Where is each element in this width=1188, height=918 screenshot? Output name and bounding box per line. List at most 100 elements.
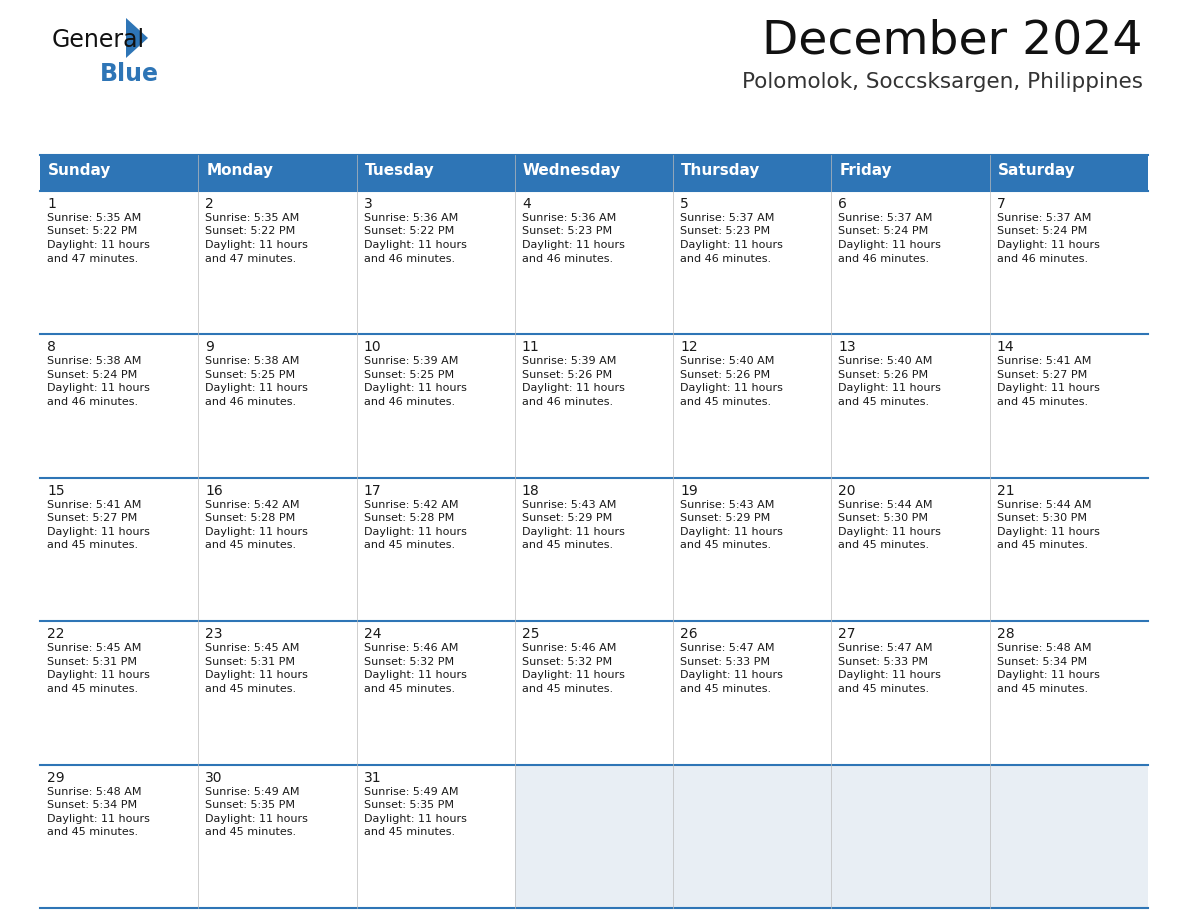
Bar — [198, 191, 356, 334]
Bar — [832, 621, 990, 765]
Text: and 45 minutes.: and 45 minutes. — [997, 397, 1088, 407]
Text: Daylight: 11 hours: Daylight: 11 hours — [839, 384, 941, 394]
Text: Daylight: 11 hours: Daylight: 11 hours — [522, 670, 625, 680]
Text: Daylight: 11 hours: Daylight: 11 hours — [364, 384, 467, 394]
Text: 7: 7 — [997, 197, 1005, 211]
Text: Sunrise: 5:41 AM: Sunrise: 5:41 AM — [48, 499, 141, 509]
Text: Sunrise: 5:37 AM: Sunrise: 5:37 AM — [839, 213, 933, 223]
Text: Sunrise: 5:39 AM: Sunrise: 5:39 AM — [364, 356, 457, 366]
Bar — [674, 621, 832, 765]
Text: Sunrise: 5:46 AM: Sunrise: 5:46 AM — [522, 644, 617, 654]
Text: and 45 minutes.: and 45 minutes. — [839, 397, 929, 407]
Text: and 45 minutes.: and 45 minutes. — [839, 541, 929, 550]
Text: Sunset: 5:34 PM: Sunset: 5:34 PM — [48, 800, 137, 810]
Text: Sunset: 5:31 PM: Sunset: 5:31 PM — [206, 656, 296, 666]
Bar — [356, 334, 514, 477]
Text: 10: 10 — [364, 341, 381, 354]
Text: Sunrise: 5:45 AM: Sunrise: 5:45 AM — [206, 644, 299, 654]
Text: Sunset: 5:30 PM: Sunset: 5:30 PM — [839, 513, 929, 523]
Text: and 47 minutes.: and 47 minutes. — [48, 253, 138, 263]
Text: Daylight: 11 hours: Daylight: 11 hours — [364, 527, 467, 537]
Text: 18: 18 — [522, 484, 539, 498]
Text: Sunset: 5:23 PM: Sunset: 5:23 PM — [681, 227, 770, 237]
Text: Sunrise: 5:40 AM: Sunrise: 5:40 AM — [839, 356, 933, 366]
Bar — [990, 621, 1148, 765]
Text: and 45 minutes.: and 45 minutes. — [997, 541, 1088, 550]
Text: Sunrise: 5:38 AM: Sunrise: 5:38 AM — [206, 356, 299, 366]
Text: Sunrise: 5:39 AM: Sunrise: 5:39 AM — [522, 356, 617, 366]
Text: Wednesday: Wednesday — [523, 163, 621, 178]
Text: Daylight: 11 hours: Daylight: 11 hours — [997, 670, 1100, 680]
Text: Sunrise: 5:48 AM: Sunrise: 5:48 AM — [48, 787, 141, 797]
Bar — [198, 334, 356, 477]
Text: Sunrise: 5:38 AM: Sunrise: 5:38 AM — [48, 356, 141, 366]
Text: Sunrise: 5:36 AM: Sunrise: 5:36 AM — [522, 213, 617, 223]
Text: Daylight: 11 hours: Daylight: 11 hours — [206, 527, 308, 537]
Text: and 45 minutes.: and 45 minutes. — [206, 541, 297, 550]
Text: Daylight: 11 hours: Daylight: 11 hours — [364, 670, 467, 680]
Text: 4: 4 — [522, 197, 531, 211]
Text: Thursday: Thursday — [681, 163, 760, 178]
Text: Sunrise: 5:45 AM: Sunrise: 5:45 AM — [48, 644, 141, 654]
Bar — [356, 477, 514, 621]
Text: Daylight: 11 hours: Daylight: 11 hours — [839, 670, 941, 680]
Bar — [40, 765, 198, 908]
Text: Sunrise: 5:47 AM: Sunrise: 5:47 AM — [839, 644, 933, 654]
Text: and 45 minutes.: and 45 minutes. — [364, 541, 455, 550]
Bar — [514, 191, 674, 334]
Text: and 45 minutes.: and 45 minutes. — [206, 684, 297, 694]
Text: Sunset: 5:24 PM: Sunset: 5:24 PM — [997, 227, 1087, 237]
Bar — [674, 155, 832, 191]
Bar — [832, 155, 990, 191]
Text: Daylight: 11 hours: Daylight: 11 hours — [681, 384, 783, 394]
Text: Sunset: 5:31 PM: Sunset: 5:31 PM — [48, 656, 137, 666]
Text: Sunset: 5:27 PM: Sunset: 5:27 PM — [997, 370, 1087, 380]
Text: Sunrise: 5:37 AM: Sunrise: 5:37 AM — [997, 213, 1091, 223]
Text: and 45 minutes.: and 45 minutes. — [364, 827, 455, 837]
Bar — [990, 191, 1148, 334]
Text: 1: 1 — [48, 197, 56, 211]
Text: and 46 minutes.: and 46 minutes. — [997, 253, 1088, 263]
Text: 14: 14 — [997, 341, 1015, 354]
Text: Sunset: 5:27 PM: Sunset: 5:27 PM — [48, 513, 138, 523]
Text: and 46 minutes.: and 46 minutes. — [48, 397, 138, 407]
Text: 9: 9 — [206, 341, 214, 354]
Text: Daylight: 11 hours: Daylight: 11 hours — [997, 384, 1100, 394]
Bar — [356, 191, 514, 334]
Text: Sunrise: 5:41 AM: Sunrise: 5:41 AM — [997, 356, 1091, 366]
Text: Sunset: 5:30 PM: Sunset: 5:30 PM — [997, 513, 1087, 523]
Text: Sunset: 5:22 PM: Sunset: 5:22 PM — [364, 227, 454, 237]
Text: Sunset: 5:28 PM: Sunset: 5:28 PM — [206, 513, 296, 523]
Text: Sunset: 5:35 PM: Sunset: 5:35 PM — [364, 800, 454, 810]
Text: Sunset: 5:28 PM: Sunset: 5:28 PM — [364, 513, 454, 523]
Text: 30: 30 — [206, 770, 223, 785]
Text: 25: 25 — [522, 627, 539, 641]
Bar — [674, 191, 832, 334]
Text: and 46 minutes.: and 46 minutes. — [681, 253, 771, 263]
Text: 16: 16 — [206, 484, 223, 498]
Text: December 2024: December 2024 — [763, 18, 1143, 63]
Text: Sunrise: 5:49 AM: Sunrise: 5:49 AM — [364, 787, 459, 797]
Text: Sunset: 5:34 PM: Sunset: 5:34 PM — [997, 656, 1087, 666]
Text: and 45 minutes.: and 45 minutes. — [48, 827, 138, 837]
Text: Sunset: 5:32 PM: Sunset: 5:32 PM — [364, 656, 454, 666]
Text: 2: 2 — [206, 197, 214, 211]
Text: Daylight: 11 hours: Daylight: 11 hours — [522, 384, 625, 394]
Text: 12: 12 — [681, 341, 697, 354]
Bar — [198, 155, 356, 191]
Text: Sunrise: 5:42 AM: Sunrise: 5:42 AM — [206, 499, 299, 509]
Text: Sunrise: 5:43 AM: Sunrise: 5:43 AM — [681, 499, 775, 509]
Text: Sunrise: 5:48 AM: Sunrise: 5:48 AM — [997, 644, 1092, 654]
Text: Daylight: 11 hours: Daylight: 11 hours — [364, 240, 467, 250]
Bar — [514, 765, 674, 908]
Text: Daylight: 11 hours: Daylight: 11 hours — [522, 527, 625, 537]
Text: 31: 31 — [364, 770, 381, 785]
Text: General: General — [52, 28, 145, 52]
Text: 15: 15 — [48, 484, 64, 498]
Text: Sunrise: 5:36 AM: Sunrise: 5:36 AM — [364, 213, 457, 223]
Text: Daylight: 11 hours: Daylight: 11 hours — [48, 527, 150, 537]
Bar — [356, 621, 514, 765]
Text: Sunset: 5:33 PM: Sunset: 5:33 PM — [839, 656, 929, 666]
Text: Friday: Friday — [840, 163, 892, 178]
Text: Sunset: 5:24 PM: Sunset: 5:24 PM — [48, 370, 138, 380]
